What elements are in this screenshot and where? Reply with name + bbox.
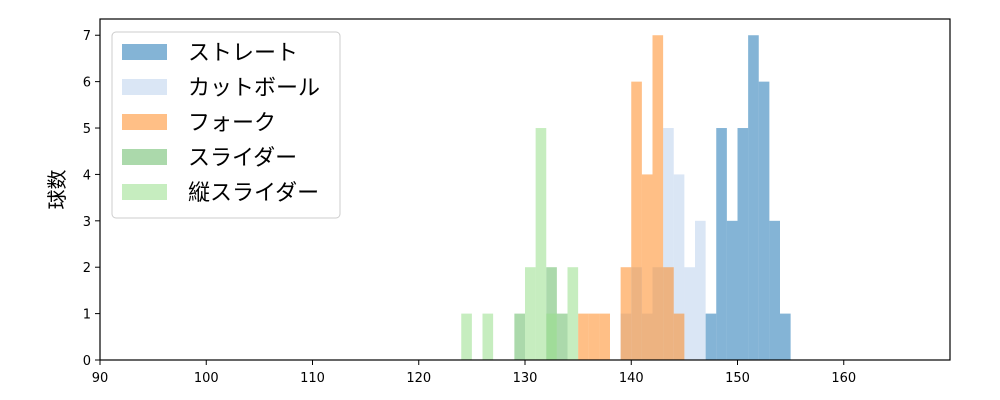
legend-box [111,31,341,219]
bar-series-0-bin-6 [769,220,780,360]
x-tick-label: 160 [831,371,856,386]
y-tick-label: 7 [83,29,91,44]
bar-series-0-bin-5 [758,81,770,360]
bar-series-0-bin-3 [737,128,749,360]
bar-series-2-bin-2 [599,313,610,360]
bars-layer [461,35,791,360]
bar-series-2-bin-0 [578,313,589,360]
bar-series-2-bin-6 [641,174,653,360]
bar-series-3-bin-0 [514,313,525,360]
bar-series-0-bin-7 [780,313,791,360]
x-tick-label: 90 [92,371,109,386]
bar-series-4-bin-5 [567,267,579,360]
x-tick-label: 150 [725,371,750,386]
y-tick-label: 0 [83,354,91,369]
legend-label: 縦スライダー [188,181,319,206]
bar-series-2-bin-1 [588,313,600,360]
bar-series-0-bin-2 [726,220,738,360]
bar-series-0-bin-0 [705,313,717,360]
y-tick-label: 4 [83,168,91,183]
y-tick-label: 6 [83,76,91,91]
y-axis-label: 球数 [45,170,69,210]
bar-series-0-bin-1 [716,128,727,360]
bar-series-2-bin-4 [620,267,632,360]
legend-swatch [122,44,167,60]
y-tick-label: 1 [83,308,91,323]
bar-series-2-bin-8 [663,267,674,360]
legend-label: ストレート [188,41,298,66]
legend-swatch [122,184,167,200]
bar-series-2-bin-9 [673,313,685,360]
legend-swatch [122,114,167,130]
legend-label: フォーク [188,111,276,136]
x-tick-label: 130 [513,371,538,386]
bar-series-1-bin-5 [673,174,685,360]
bar-series-4-bin-3 [535,128,547,360]
bar-series-4-bin-2 [525,267,536,360]
bar-series-1-bin-4 [663,128,674,360]
bar-series-1-bin-6 [684,267,695,360]
bar-series-2-bin-5 [631,81,642,360]
y-tick-label: 5 [83,122,91,137]
x-tick-label: 110 [300,371,325,386]
bar-series-4-bin-4 [546,313,557,360]
x-axis: 90 100 110 120 130 140 150 160 [92,360,856,386]
y-tick-label: 3 [83,215,91,230]
x-tick-label: 100 [194,371,219,386]
legend-swatch [122,79,167,95]
bar-series-4-bin-1 [482,313,494,360]
y-axis: 0 1 2 3 4 5 6 7 [83,29,100,369]
legend-label: スライダー [188,146,297,171]
y-tick-label: 2 [83,261,91,276]
legend-swatch [122,149,167,165]
bar-series-3-bin-4 [556,313,568,360]
bar-series-2-bin-7 [652,35,664,360]
bar-series-4-bin-0 [461,313,472,360]
bar-series-0-bin-4 [748,35,759,360]
x-tick-label: 140 [619,371,644,386]
bar-series-1-bin-7 [695,220,706,360]
legend-label: カットボール [188,76,320,101]
x-tick-label: 120 [406,371,431,386]
